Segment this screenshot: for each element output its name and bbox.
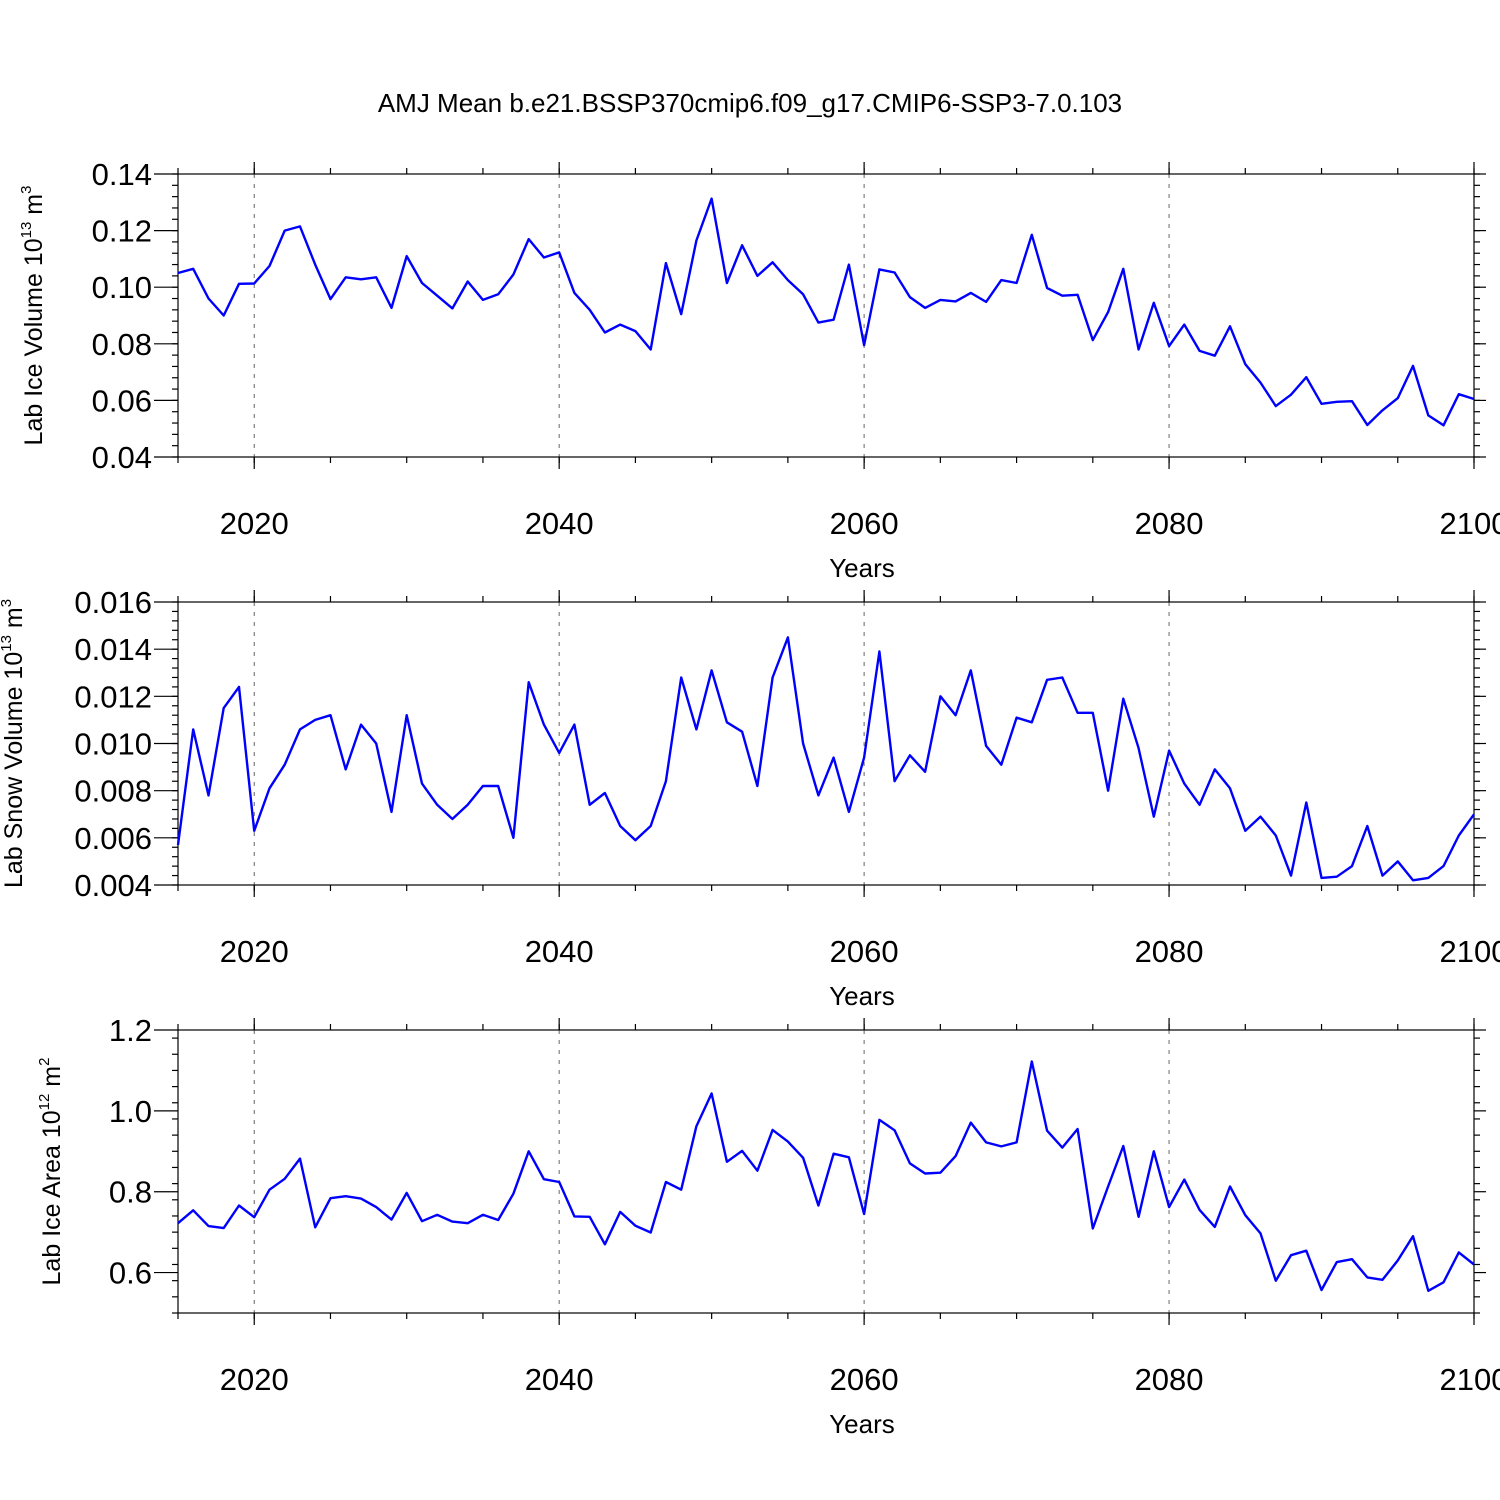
y-tick-label: 0.008 — [74, 774, 152, 809]
chart-panel-2: 2020 2040 2060 2080 2100 0.004 0.006 0.008 0.010… — [0, 585, 1500, 1011]
x-tick-label: 2020 — [220, 506, 289, 541]
plot-frame — [177, 173, 1475, 458]
x-tick-label: 2080 — [1135, 506, 1204, 541]
y-axis-label: Lab Ice Area 1012 m2 — [36, 1058, 66, 1286]
y-tick-label: 0.10 — [92, 270, 152, 305]
x-tick-label: 2060 — [830, 1362, 899, 1397]
x-tick-label: 2020 — [220, 934, 289, 969]
x-axis-label: Years — [829, 981, 895, 1011]
y-axis-label-unit-exponent: 2 — [36, 1058, 53, 1066]
plot-frame — [177, 601, 1475, 886]
y-axis-label-text: Lab Ice Area 10 — [38, 1110, 66, 1285]
y-tick-label: 0.12 — [92, 214, 152, 249]
x-tick-label: 2100 — [1440, 934, 1500, 969]
y-tick-label: 0.06 — [92, 383, 152, 418]
y-axis-label-exponent: 13 — [18, 222, 35, 239]
x-tick-label: 2060 — [830, 934, 899, 969]
x-axis-label: Years — [829, 1409, 895, 1439]
y-tick-label: 0.6 — [109, 1256, 152, 1291]
y-axis-label-unit: m — [0, 607, 28, 635]
x-tick-label: 2080 — [1135, 934, 1204, 969]
y-axis-label-unit-exponent: 3 — [0, 599, 15, 607]
y-axis-label-text: Lab Ice Volume 10 — [20, 238, 48, 445]
data-series-line — [177, 197, 1475, 427]
y-tick-label: 0.010 — [74, 727, 152, 762]
y-axis-label-unit: m — [20, 194, 48, 222]
y-tick-label: 0.08 — [92, 327, 152, 362]
y-axis-label-exponent: 13 — [0, 635, 15, 652]
y-tick-label: 1.2 — [109, 1013, 152, 1048]
x-tick-label: 2040 — [525, 1362, 594, 1397]
y-axis-label: Lab Snow Volume 1013 m3 — [0, 599, 28, 888]
y-tick-label: 0.8 — [109, 1175, 152, 1210]
y-tick-label: 0.14 — [92, 157, 152, 192]
chart-panel-3: 2020 2040 2060 2080 2100 0.6 0.8 1.0 1.2 Years Lab… — [36, 1013, 1500, 1439]
y-tick-label: 0.04 — [92, 440, 152, 475]
x-tick-label: 2100 — [1440, 1362, 1500, 1397]
x-tick-label: 2040 — [525, 506, 594, 541]
y-axis-label: Lab Ice Volume 1013 m3 — [18, 186, 48, 446]
x-tick-label: 2060 — [830, 506, 899, 541]
chart-panel-1: 2020 2040 2060 2080 2100 0.04 0.06 0.08 0.10 0.12… — [18, 157, 1500, 583]
data-series-line — [177, 1060, 1475, 1293]
y-tick-label: 0.012 — [74, 679, 152, 714]
x-tick-label: 2040 — [525, 934, 594, 969]
y-tick-label: 0.014 — [74, 632, 152, 667]
x-tick-label: 2100 — [1440, 506, 1500, 541]
data-series-line — [176, 636, 1475, 882]
x-axis-label: Years — [829, 553, 895, 583]
y-tick-label: 0.006 — [74, 821, 152, 856]
y-tick-label: 0.004 — [74, 868, 152, 903]
x-tick-label: 2080 — [1135, 1362, 1204, 1397]
y-axis-label-exponent: 12 — [36, 1094, 53, 1111]
y-axis-label-unit-exponent: 3 — [18, 186, 35, 194]
y-axis-label-unit: m — [38, 1066, 66, 1094]
x-tick-label: 2020 — [220, 1362, 289, 1397]
y-tick-label: 0.016 — [74, 585, 152, 620]
y-axis-label-text: Lab Snow Volume 10 — [0, 652, 28, 888]
y-tick-label: 1.0 — [109, 1094, 152, 1129]
plot-frame — [177, 1029, 1475, 1314]
figure-title: AMJ Mean b.e21.BSSP370cmip6.f09_g17.CMIP… — [378, 88, 1122, 118]
